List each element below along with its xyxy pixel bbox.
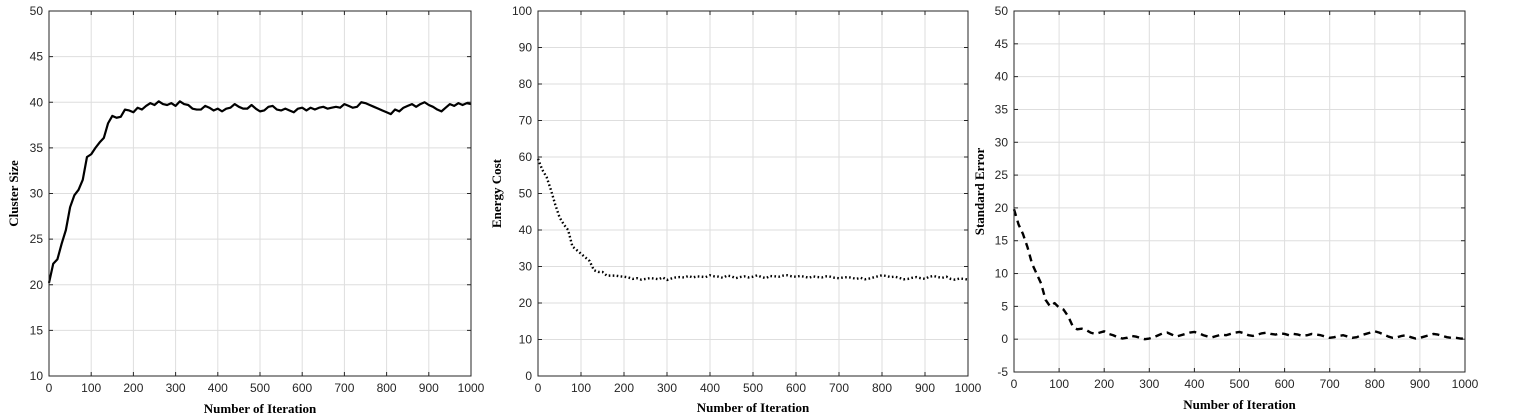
x-tick-label: 100 — [81, 381, 101, 395]
x-tick-label: 200 — [614, 381, 634, 395]
x-tick-label: 100 — [571, 381, 591, 395]
chart-panel-1: 0 100 200 300 400 500 600 700 800 900 1000 10 15 20 25… — [6, 4, 485, 416]
y-tick-label: 80 — [519, 77, 533, 91]
axes-frame — [48, 10, 472, 377]
x-tick-label: 0 — [1011, 377, 1018, 391]
y-tick-label: 5 — [1001, 299, 1008, 313]
x-tick-label: 800 — [377, 381, 397, 395]
y-tick-label: 50 — [995, 4, 1009, 18]
y-tick-label: 60 — [519, 150, 533, 164]
y-tick-label: 100 — [512, 4, 532, 18]
x-tick-label: 700 — [829, 381, 849, 395]
y-axis-label: Cluster Size — [6, 160, 21, 227]
chart-panel-3: 0 100 200 300 400 500 600 700 800 900 1000-5051015… — [972, 4, 1479, 412]
x-axis-label: Number of Iteration — [697, 400, 810, 415]
x-tick-label: 0 — [535, 381, 542, 395]
x-tick-label: 400 — [700, 381, 720, 395]
x-tick-label: 300 — [657, 381, 677, 395]
series-line — [536, 158, 969, 282]
y-tick-label: 50 — [519, 187, 533, 201]
x-tick-label: 600 — [292, 381, 312, 395]
x-axis-label: Number of Iteration — [1183, 397, 1296, 412]
y-tick-label: 30 — [995, 135, 1009, 149]
x-tick-label: 400 — [1184, 377, 1204, 391]
x-tick-label: 700 — [334, 381, 354, 395]
x-tick-label: 1000 — [1452, 377, 1479, 391]
x-tick-label: 300 — [1139, 377, 1159, 391]
x-tick-label: 800 — [872, 381, 892, 395]
y-tick-label: 40 — [995, 70, 1009, 84]
y-tick-label: 10 — [995, 267, 1009, 281]
y-tick-label: 50 — [30, 4, 44, 18]
y-tick-label: 90 — [519, 41, 533, 55]
y-axis-label: Energy Cost — [489, 158, 504, 228]
x-tick-label: 900 — [419, 381, 439, 395]
y-tick-label: 25 — [30, 232, 44, 246]
y-tick-label: 0 — [525, 369, 532, 383]
x-axis-label: Number of Iteration — [204, 401, 317, 416]
y-tick-label: 40 — [30, 95, 44, 109]
x-tick-label: 200 — [123, 381, 143, 395]
x-tick-label: 500 — [743, 381, 763, 395]
y-tick-label: 30 — [30, 187, 44, 201]
x-tick-label: 100 — [1049, 377, 1069, 391]
y-tick-label: 15 — [30, 323, 44, 337]
y-tick-label: 30 — [519, 260, 533, 274]
chart-panel-2: 0 100 200 300 400 500 600 700 800 900 1000 0 10 20 30 4… — [489, 4, 982, 415]
y-tick-label: 20 — [30, 278, 44, 292]
x-tick-label: 500 — [1229, 377, 1249, 391]
y-tick-label: 20 — [519, 296, 533, 310]
x-tick-label: 0 — [46, 381, 53, 395]
x-tick-label: 400 — [208, 381, 228, 395]
y-tick-label: 15 — [995, 234, 1009, 248]
axes-frame — [1013, 10, 1466, 373]
y-tick-label: 25 — [995, 168, 1009, 182]
y-tick-label: 35 — [30, 141, 44, 155]
y-tick-label: 70 — [519, 114, 533, 128]
y-tick-label: 45 — [995, 37, 1009, 51]
x-tick-label: 700 — [1320, 377, 1340, 391]
x-tick-label: 1000 — [955, 381, 982, 395]
y-tick-label: 10 — [519, 333, 533, 347]
x-tick-label: 500 — [250, 381, 270, 395]
x-tick-label: 900 — [915, 381, 935, 395]
x-tick-label: 1000 — [458, 381, 485, 395]
series-line — [47, 100, 472, 284]
x-tick-label: 600 — [786, 381, 806, 395]
y-tick-label: 45 — [30, 50, 44, 64]
x-tick-label: 300 — [166, 381, 186, 395]
x-tick-label: 200 — [1094, 377, 1114, 391]
series-line — [1012, 208, 1465, 341]
y-axis-label: Standard Error — [972, 148, 987, 236]
axes-frame — [537, 10, 969, 377]
y-tick-label: 10 — [30, 369, 44, 383]
x-tick-label: 600 — [1275, 377, 1295, 391]
y-tick-label: 40 — [519, 223, 533, 237]
x-tick-label: 900 — [1410, 377, 1430, 391]
y-tick-label: 35 — [995, 102, 1009, 116]
y-tick-label: -5 — [997, 365, 1008, 379]
x-tick-label: 800 — [1365, 377, 1385, 391]
y-tick-label: 20 — [995, 201, 1009, 215]
y-tick-label: 0 — [1001, 332, 1008, 346]
